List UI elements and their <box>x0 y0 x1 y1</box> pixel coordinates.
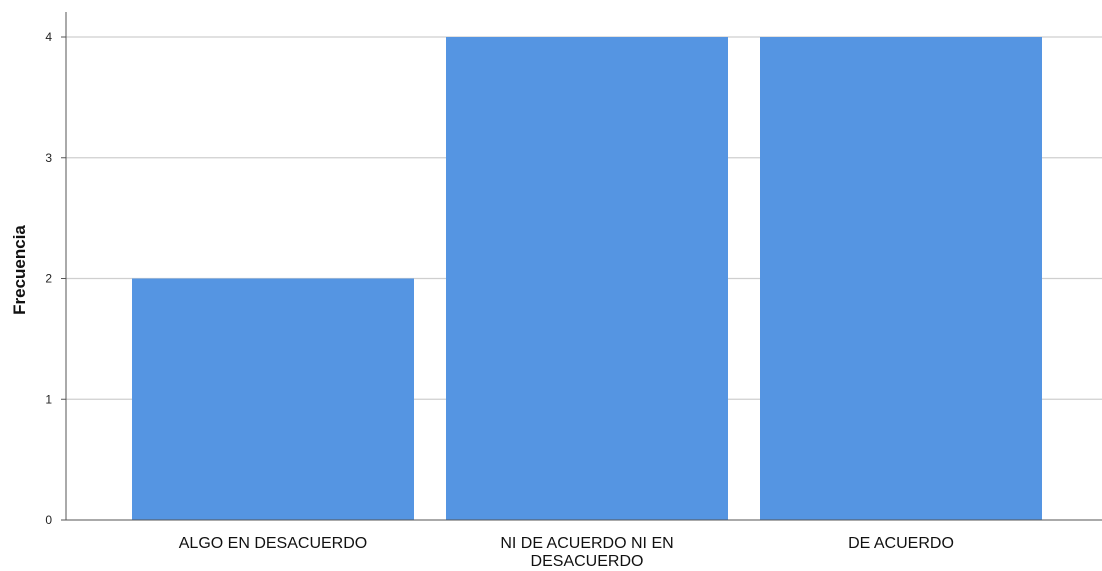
x-axis-labels: ALGO EN DESACUERDO NI DE ACUERDO NI EN DES… <box>179 535 954 570</box>
y-axis-title: Frecuencia <box>10 225 29 315</box>
axes <box>65 12 1102 521</box>
y-tick-label: 3 <box>45 151 52 165</box>
bar <box>446 37 728 520</box>
y-tick-label: 0 <box>45 513 52 527</box>
y-axis-ticks: 0 1 2 3 4 <box>45 30 66 527</box>
bars <box>132 37 1042 520</box>
y-tick-label: 4 <box>45 30 52 44</box>
bar <box>132 278 414 520</box>
bar <box>760 37 1042 520</box>
y-tick-label: 2 <box>45 272 52 286</box>
x-category-label: ALGO EN DESACUERDO <box>179 535 367 552</box>
y-tick-label: 1 <box>45 392 52 406</box>
x-category-label: DE ACUERDO <box>848 535 954 552</box>
x-category-label: NI DE ACUERDO NI EN DESACUERDO <box>500 535 673 570</box>
